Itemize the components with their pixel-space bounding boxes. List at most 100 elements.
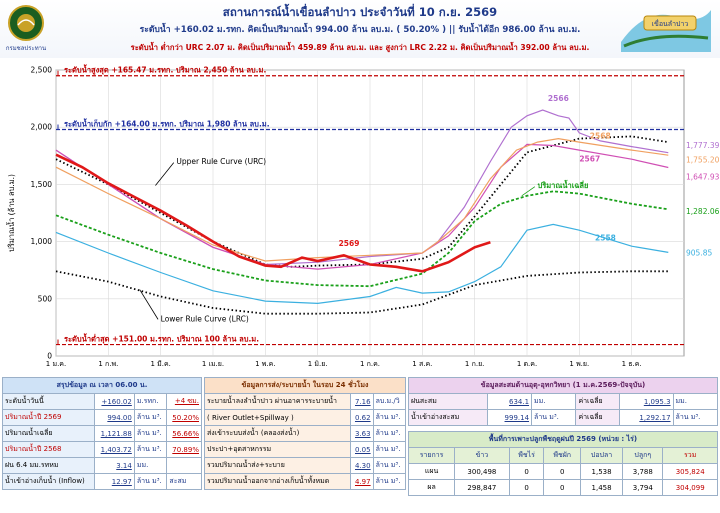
crops-cell: 3,794 — [622, 479, 664, 496]
crops-cell: 300,498 — [454, 463, 510, 480]
release-unit: ล้าน ม³. — [372, 425, 407, 442]
x-tick-label: 1 ม.ค. — [46, 360, 66, 366]
crops-table: พื้นที่การเพาะปลูกพืชฤดูฝนปี 2569 (หน่วย… — [407, 431, 718, 496]
crops-cell: 0 — [543, 479, 581, 496]
table-row: แผน 300,498 0 0 1,538 3,788 305,824 — [407, 463, 718, 480]
summary-table: สรุปข้อมูล ณ เวลา 06.00 น. ระดับน้ำวันนี… — [1, 377, 202, 490]
crops-cell: 0 — [543, 463, 581, 480]
x-tick-label: 1 พ.ย. — [569, 360, 589, 366]
table-row: ปริมาณน้ำเฉลี่ย 1,121.88 ล้าน ม³. 56.66% — [1, 425, 202, 442]
series-line — [55, 190, 669, 288]
release-label: ระบายน้ำลงลำน้ำปาว ผ่านอาคารระบายน้ำ — [203, 393, 352, 410]
summary-value: 994.00 — [94, 409, 135, 426]
cum-avg-value: 1,095.3 — [618, 393, 674, 410]
table-row: ฝนสะสม 634.1 มม. ค่าเฉลี่ย 1,095.3 มม. — [407, 393, 719, 410]
y-tick-label: 2,000 — [31, 123, 53, 132]
reservoir-chart: 0 500 1,000 1,500 2,000 2,500 1 ม.ค. 1 ก.พ. 1 มี… — [6, 64, 720, 366]
release-value: 0.05 — [350, 441, 374, 458]
table-row: ส่งเข้าระบบส่งน้ำ (คลองส่งน้ำ) 3.63 ล้าน ม… — [203, 425, 407, 442]
release-unit: ล้าน ม³. — [372, 409, 407, 426]
cum-value: 999.14 — [487, 409, 533, 426]
summary-extra: +4 ซม. — [166, 393, 202, 410]
crops-header: ปอปลา — [579, 447, 624, 464]
reference-label: ระดับน้ำสูงสุด +165.47 ม.รทก. ปริมาณ 2,4… — [64, 64, 266, 76]
y-axis-label: ปริมาณน้ำ (ล้าน ลบ.ม.) — [6, 174, 16, 252]
table-row: ( River Outlet+Spillway ) 0.62 ล้าน ม³. — [203, 409, 407, 426]
table-row: ระบายน้ำลงลำน้ำปาว ผ่านอาคารระบายน้ำ 7.16… — [203, 393, 407, 410]
summary-label: ฝน 6.4 มม.รทหม — [1, 457, 96, 474]
summary-unit: มม. — [133, 457, 168, 474]
series-line — [55, 143, 669, 270]
summary-value: 3.14 — [94, 457, 135, 474]
header: กรมชลประทาน สถานการณ์น้ำเขื่อนลำปาว ประจ… — [0, 0, 720, 58]
x-tick-label: 1 ก.ค. — [360, 360, 380, 366]
release-unit: ล้าน ม³. — [372, 441, 407, 458]
y-tick-label: 500 — [38, 294, 53, 303]
table-row: น้ำเข้าอ่างสะสม 999.14 ล้าน ม³. ค่าเฉลี่… — [407, 409, 719, 426]
x-tick-label: 1 ต.ค. — [517, 360, 537, 366]
cum-avg-unit: มม. — [672, 393, 719, 410]
crops-header: พืชผัก — [543, 447, 581, 464]
crops-cell: 298,847 — [454, 479, 510, 496]
summary-unit: ม.รทก. — [133, 393, 168, 410]
crops-cell: 0 — [508, 463, 545, 480]
summary-label: ปริมาณน้ำปี 2568 — [1, 441, 96, 458]
end-value-label: 1,755.20 — [686, 156, 720, 165]
crops-cell: 304,099 — [662, 479, 718, 496]
release-value: 3.63 — [350, 425, 374, 442]
rule-curve-line: ระดับน้ำ ต่ำกว่า URC 2.07 ม. คิดเป็นปริม… — [130, 43, 590, 52]
page-title: สถานการณ์น้ำเขื่อนลำปาว ประจำวันที่ 10 ก… — [222, 5, 498, 19]
release-value: 4.97 — [350, 473, 374, 490]
reference-label: ระดับน้ำต่ำสุด +151.00 ม.รทก. ปริมาณ 100… — [64, 333, 259, 344]
summary-unit: ล้าน ม³. — [133, 473, 168, 490]
summary-label: ปริมาณน้ำปี 2569 — [1, 409, 96, 426]
x-tick-label: 1 พ.ค. — [255, 360, 275, 366]
end-value-label: 1,282.06 — [686, 207, 720, 216]
reference-label: ระดับน้ำเก็บกัก +164.00 ม.รทก. ปริมาณ 1,… — [64, 117, 270, 128]
summary-value: 1,121.88 — [94, 425, 135, 442]
cum-label: ฝนสะสม — [407, 393, 489, 410]
table-row: น้ำเข้าอ่างเก็บน้ำ (Inflow) 12.97 ล้าน ม… — [1, 473, 202, 490]
urc-annotation: Upper Rule Curve (URC) — [176, 157, 266, 166]
summary-extra — [166, 457, 202, 474]
release-unit: ล้าน ม³. — [372, 473, 407, 490]
series-line — [55, 153, 491, 273]
summary-unit: ล้าน ม³. — [133, 409, 168, 426]
summary-label: ปริมาณน้ำเฉลี่ย — [1, 425, 96, 442]
crops-cell: 1,538 — [579, 463, 624, 480]
summary-value: +160.02 — [94, 393, 135, 410]
end-value-label: 1,777.39 — [686, 141, 720, 150]
release-title: ข้อมูลการส่ง/ระบายน้ำ ในรอบ 24 ชั่วโมง — [204, 377, 406, 394]
avg-annotation: ปริมาณน้ำเฉลี่ย — [537, 179, 588, 190]
release-value: 7.16 — [350, 393, 374, 410]
svg-text:กรมชลประทาน: กรมชลประทาน — [6, 45, 46, 52]
release-label: ส่งเข้าระบบส่งน้ำ (คลองส่งน้ำ) — [203, 425, 352, 442]
crops-cell: 305,824 — [662, 463, 718, 480]
summary-label: น้ำเข้าอ่างเก็บน้ำ (Inflow) — [1, 473, 96, 490]
series-label: 2566 — [548, 94, 569, 103]
release-value: 4.30 — [350, 457, 374, 474]
release-unit: ล้าน ม³. — [372, 457, 407, 474]
table-row: ปริมาณน้ำปี 2568 1,403.72 ล้าน ม³. 70.89… — [1, 441, 202, 458]
lrc-leader — [139, 289, 159, 320]
cum-avg-label: ค่าเฉลี่ย — [575, 409, 620, 426]
series-line — [55, 223, 669, 305]
cum-avg-unit: ล้าน ม³. — [672, 409, 719, 426]
cum-value: 634.1 — [487, 393, 533, 410]
crops-cell: 3,788 — [622, 463, 664, 480]
release-table: ข้อมูลการส่ง/ระบายน้ำ ในรอบ 24 ชั่วโมง ร… — [203, 377, 407, 490]
cumulative-title: ข้อมูลสะสมด้านอุตุ-อุทกวิทยา (1 ม.ค.2569… — [408, 377, 718, 394]
y-tick-label: 0 — [47, 352, 52, 361]
table-row: รวมปริมาณน้ำออกจากอ่างเก็บน้ำทั้งหมด 4.97… — [203, 473, 407, 490]
summary-title: สรุปข้อมูล ณ เวลา 06.00 น. — [2, 377, 202, 394]
series-line — [55, 137, 669, 262]
cum-unit: มม. — [531, 393, 577, 410]
crops-title: พื้นที่การเพาะปลูกพืชฤดูฝนปี 2569 (หน่วย… — [408, 431, 718, 448]
summary-extra: 56.66% — [166, 425, 202, 442]
crops-cell: 1,458 — [579, 479, 624, 496]
table-row: ระดับน้ำวันนี้ +160.02 ม.รทก. +4 ซม. — [1, 393, 202, 410]
summary-unit: ล้าน ม³. — [133, 441, 168, 458]
table-row: ปริมาณน้ำปี 2569 994.00 ล้าน ม³. 50.20% — [1, 409, 202, 426]
series-label: 2567 — [579, 155, 600, 164]
summary-extra: 50.20% — [166, 409, 202, 426]
